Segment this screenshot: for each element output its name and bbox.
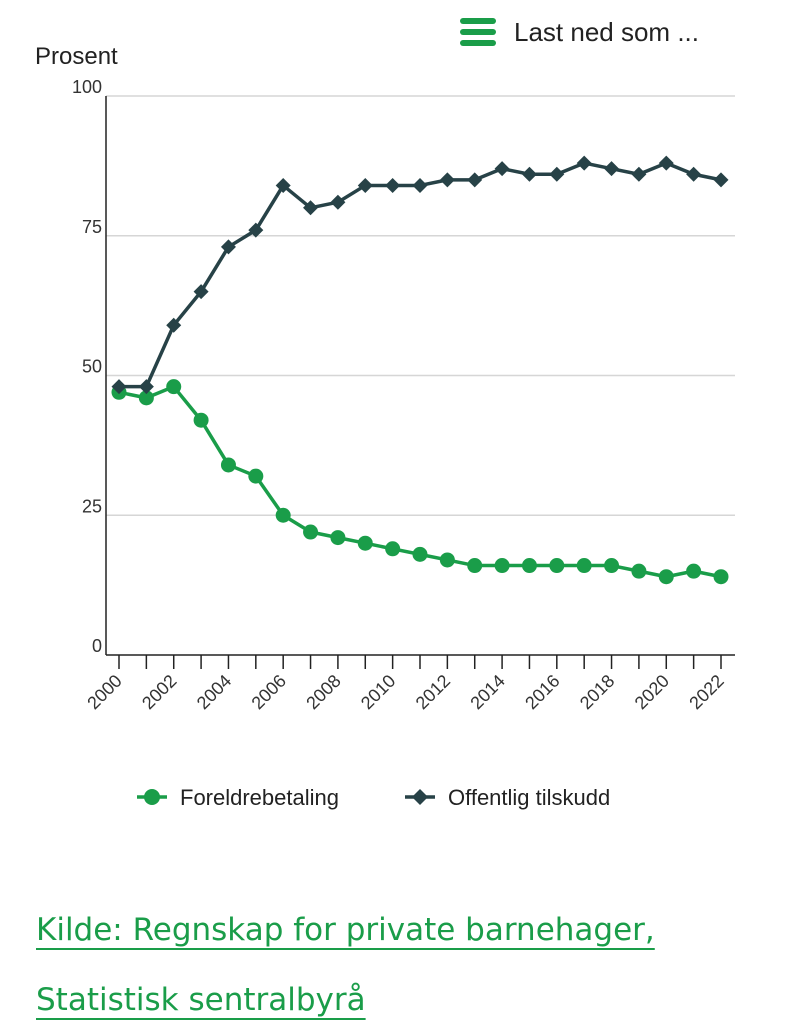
y-axis-label: Prosent [35, 43, 118, 70]
data-point-circle [631, 563, 647, 579]
data-point-circle [166, 379, 182, 395]
data-point-circle [686, 563, 702, 579]
data-point-diamond [467, 172, 483, 188]
data-point-circle [357, 535, 373, 551]
data-point-diamond [494, 161, 510, 177]
x-tick-label: 2002 [138, 671, 180, 713]
data-point-diamond [275, 177, 291, 193]
data-point-diamond [412, 177, 428, 193]
x-tick-label: 2008 [302, 671, 344, 713]
data-point-diamond [248, 222, 264, 238]
source-link-line1[interactable]: Kilde: Regnskap for private barnehager, [36, 912, 655, 948]
y-tick-label: 0 [92, 636, 102, 656]
data-point-diamond [385, 177, 401, 193]
data-point-circle [138, 390, 154, 406]
x-tick-label: 2020 [631, 671, 673, 713]
data-point-diamond [220, 239, 236, 255]
download-label: Last ned som ... [514, 16, 699, 47]
source-citation: Kilde: Regnskap for private barnehager, … [36, 895, 756, 1035]
legend-marker-circle [144, 789, 160, 805]
x-tick-label: 2000 [83, 671, 125, 713]
data-point-diamond [357, 177, 373, 193]
data-point-circle [193, 412, 209, 428]
x-tick-label: 2010 [357, 671, 399, 713]
data-point-circle [521, 558, 537, 574]
x-tick-label: 2006 [248, 671, 290, 713]
legend-label: Offentlig tilskudd [448, 785, 610, 810]
data-point-diamond [111, 379, 127, 395]
x-tick-label: 2022 [685, 671, 727, 713]
data-point-circle [330, 530, 346, 546]
data-point-circle [248, 468, 264, 484]
data-point-diamond [713, 172, 729, 188]
data-point-diamond [686, 166, 702, 182]
data-point-diamond [439, 172, 455, 188]
data-point-diamond [521, 166, 537, 182]
data-point-circle [220, 457, 236, 473]
data-point-circle [303, 524, 319, 540]
series-line-offentlig-tilskudd [119, 161, 722, 389]
data-point-diamond [631, 166, 647, 182]
x-tick-label: 2014 [466, 671, 508, 713]
source-link-line2[interactable]: Statistisk sentralbyrå [36, 982, 366, 1018]
legend-label: Foreldrebetaling [180, 785, 339, 810]
chart: Prosent 0 25 50 75 100 2000 2002 2004 2006 2008 201… [35, 43, 735, 810]
data-point-circle [576, 558, 592, 574]
data-point-circle [658, 569, 674, 585]
data-point-circle [385, 541, 401, 557]
x-tick-label: 2016 [521, 671, 563, 713]
data-point-diamond [604, 161, 620, 177]
legend-marker-diamond [412, 789, 428, 805]
data-point-circle [439, 552, 455, 568]
data-point-circle [604, 558, 620, 574]
data-point-diamond [576, 155, 592, 171]
data-point-circle [494, 558, 510, 574]
x-tick-label: 2012 [412, 671, 454, 713]
data-point-diamond [549, 166, 565, 182]
data-point-diamond [193, 284, 209, 300]
x-tick-label: 2018 [576, 671, 618, 713]
hamburger-menu-icon [460, 18, 496, 46]
data-point-diamond [166, 317, 182, 333]
data-point-diamond [658, 155, 674, 171]
y-tick-label: 50 [82, 357, 102, 377]
download-menu-button[interactable]: Last ned som ... [460, 14, 699, 50]
data-point-circle [412, 546, 428, 562]
data-point-diamond [330, 194, 346, 210]
data-point-circle [549, 558, 565, 574]
y-tick-label: 25 [82, 496, 102, 516]
data-point-circle [467, 558, 483, 574]
y-tick-label: 75 [82, 217, 102, 237]
y-tick-label: 100 [72, 77, 102, 97]
data-point-diamond [138, 379, 154, 395]
x-tick-label: 2004 [193, 671, 235, 713]
data-point-circle [275, 507, 291, 523]
data-point-diamond [303, 200, 319, 216]
data-point-circle [713, 569, 729, 585]
